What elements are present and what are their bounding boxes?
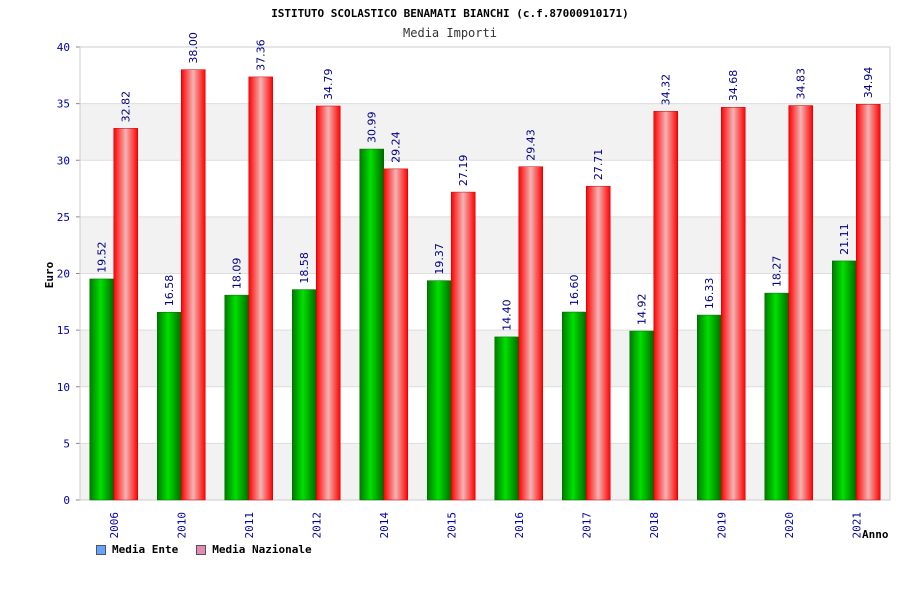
x-tick-label: 2006 — [108, 512, 121, 539]
data-label: 34.83 — [795, 68, 808, 100]
bar-media-ente — [764, 292, 789, 501]
bar-media-ente — [427, 280, 452, 501]
legend-label-media-ente: Media Ente — [112, 543, 179, 556]
legend-item-media-nazionale: Media Nazionale — [196, 543, 312, 556]
legend-label-media-nazionale: Media Nazionale — [212, 543, 312, 556]
grid-band — [80, 47, 890, 104]
data-label: 37.36 — [255, 39, 268, 71]
bar-media-ente — [157, 311, 182, 501]
grid-band — [80, 330, 890, 387]
y-tick-label: 25 — [57, 211, 70, 224]
bar-media-nazionale — [316, 105, 341, 501]
legend-item-media-ente: Media Ente — [96, 543, 178, 556]
grid-band — [80, 103, 890, 161]
data-label: 16.33 — [703, 278, 716, 310]
x-tick-label: 2019 — [715, 512, 728, 539]
bar-media-nazionale — [113, 128, 138, 501]
data-label: 34.32 — [660, 74, 673, 106]
chart-title: ISTITUTO SCOLASTICO BENAMATI BIANCHI (c.… — [271, 7, 629, 20]
x-tick-label: 2014 — [378, 512, 391, 539]
plot-border — [79, 46, 891, 501]
legend-swatch-media-nazionale — [196, 544, 207, 555]
y-tick-label: 20 — [57, 268, 70, 281]
y-tick-label: 0 — [63, 494, 70, 507]
data-label: 34.68 — [727, 70, 740, 102]
data-label: 14.40 — [501, 299, 514, 331]
data-label: 16.58 — [163, 275, 176, 307]
data-label: 34.94 — [862, 67, 875, 99]
grid-band — [80, 216, 890, 274]
bar-media-nazionale — [451, 191, 476, 501]
data-label: 18.09 — [231, 258, 244, 290]
chart-subtitle: Media Importi — [403, 26, 497, 40]
bar-media-nazionale — [653, 111, 678, 501]
y-tick-label: 40 — [57, 41, 70, 54]
bar-media-ente — [89, 278, 114, 501]
legend-swatch-media-ente — [96, 544, 106, 555]
data-label: 19.37 — [433, 243, 446, 275]
data-label: 18.27 — [771, 256, 784, 288]
data-label: 19.52 — [96, 241, 109, 273]
bar-media-nazionale — [383, 168, 408, 501]
x-tick-label: 2011 — [243, 512, 256, 539]
data-label: 38.00 — [187, 32, 200, 64]
data-label: 34.79 — [322, 69, 335, 101]
bar-media-ente — [832, 260, 857, 501]
bar-media-nazionale — [856, 104, 881, 501]
bar-media-ente — [494, 336, 519, 501]
y-tick-label: 30 — [57, 154, 70, 167]
bar-media-ente — [629, 330, 654, 501]
x-tick-label: 2012 — [310, 512, 323, 539]
y-tick-label: 10 — [57, 381, 70, 394]
bar-media-ente — [224, 294, 249, 501]
x-tick-label: 2018 — [648, 512, 661, 539]
bar-media-ente — [697, 314, 722, 501]
y-tick-label: 5 — [63, 437, 70, 450]
bar-media-nazionale — [518, 166, 543, 501]
bar-media-ente — [562, 311, 587, 501]
bar-media-ente — [292, 289, 317, 501]
bar-media-nazionale — [248, 76, 273, 501]
y-axis-label: Euro — [43, 261, 56, 288]
bar-media-ente — [359, 148, 384, 501]
data-label: 30.99 — [366, 112, 379, 144]
x-tick-label: 2017 — [580, 512, 593, 539]
data-label: 18.58 — [298, 252, 311, 284]
data-label: 32.82 — [120, 91, 133, 123]
plot-area: 0 5 10 15 20 25 30 35 40 19.52 32.82 2006 16.58 38.00… — [57, 32, 891, 539]
x-tick-label: 2020 — [783, 512, 796, 539]
x-tick-label: 2015 — [445, 512, 458, 539]
bar-media-nazionale — [181, 69, 206, 501]
x-tick-label: 2016 — [513, 512, 526, 539]
grid-band — [80, 443, 890, 500]
x-tick-label: 2010 — [175, 512, 188, 539]
grid-band — [80, 160, 890, 217]
y-tick-label: 35 — [57, 98, 70, 111]
grid-band — [80, 273, 890, 331]
data-label: 14.92 — [636, 294, 649, 326]
data-label: 29.24 — [390, 131, 403, 163]
bar-media-nazionale — [788, 105, 813, 501]
legend: Media Ente Media Nazionale — [96, 543, 312, 556]
x-axis-label: Anno — [862, 528, 889, 541]
data-label: 29.43 — [525, 129, 538, 161]
data-label: 16.60 — [568, 275, 581, 307]
bar-media-nazionale — [721, 106, 746, 501]
x-tick-label: 2021 — [850, 512, 863, 539]
data-label: 27.71 — [592, 149, 605, 181]
grid-band — [80, 386, 890, 444]
bar-media-nazionale — [586, 185, 611, 501]
data-label: 27.19 — [457, 155, 470, 187]
y-tick-label: 15 — [57, 324, 70, 337]
data-label: 21.11 — [838, 223, 851, 255]
